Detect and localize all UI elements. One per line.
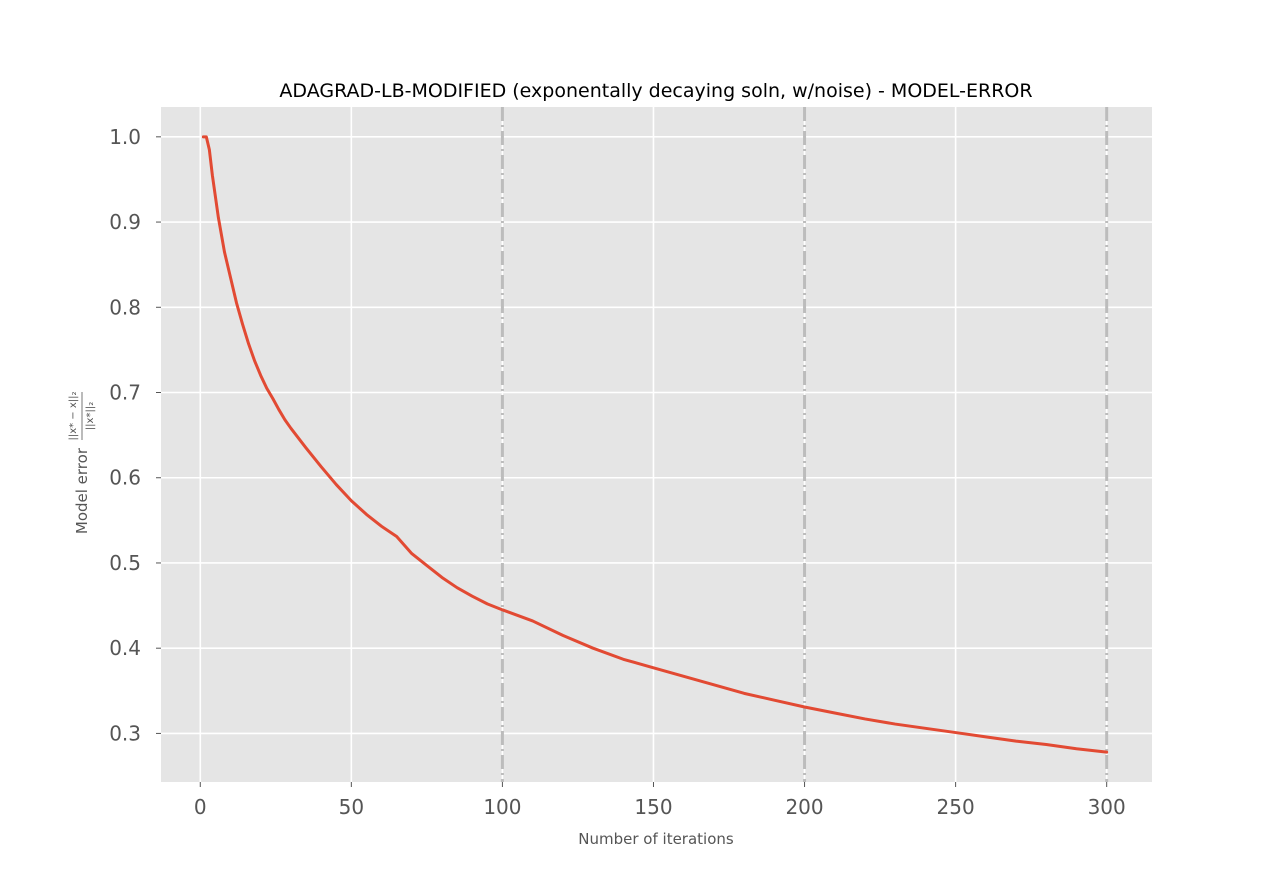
- x-axis-label: Number of iterations: [578, 830, 734, 848]
- y-tick-label: 0.3: [109, 721, 141, 745]
- plot-area: [161, 107, 1152, 782]
- y-axis-label-numerator: ||x* − x||₂: [68, 391, 79, 440]
- x-tick-label: 250: [937, 795, 975, 819]
- y-tick-label: 0.8: [109, 295, 141, 319]
- x-tick-label: 50: [339, 795, 364, 819]
- x-tick-label: 300: [1088, 795, 1126, 819]
- series-layer: [201, 135, 1109, 754]
- x-tick-label: 200: [785, 795, 823, 819]
- series-line: [201, 135, 1109, 754]
- y-axis-label: Model error ||x* − x||₂ ||x*||₂: [68, 391, 96, 534]
- x-tick-label: 100: [483, 795, 521, 819]
- y-tick-label: 1.0: [109, 125, 141, 149]
- y-tick-label: 0.6: [109, 466, 141, 490]
- x-axis-ticks: 0 50 100 150 200 250 300: [194, 782, 1126, 819]
- vertical-markers: [500, 107, 1109, 782]
- chart-title: ADAGRAD-LB-MODIFIED (exponentally decayi…: [279, 80, 1032, 102]
- y-tick-label: 0.4: [109, 636, 141, 660]
- x-tick-label: 0: [194, 795, 207, 819]
- y-axis-label-denominator: ||x*||₂: [85, 402, 96, 430]
- y-tick-label: 0.5: [109, 551, 141, 575]
- y-axis-ticks: 0.3 0.4 0.5 0.6 0.7 0.8 0.9 1.0: [109, 125, 161, 745]
- y-tick-label: 0.7: [109, 381, 141, 405]
- x-tick-label: 150: [634, 795, 672, 819]
- y-axis-label-prefix: Model error: [73, 447, 91, 534]
- y-tick-label: 0.9: [109, 210, 141, 234]
